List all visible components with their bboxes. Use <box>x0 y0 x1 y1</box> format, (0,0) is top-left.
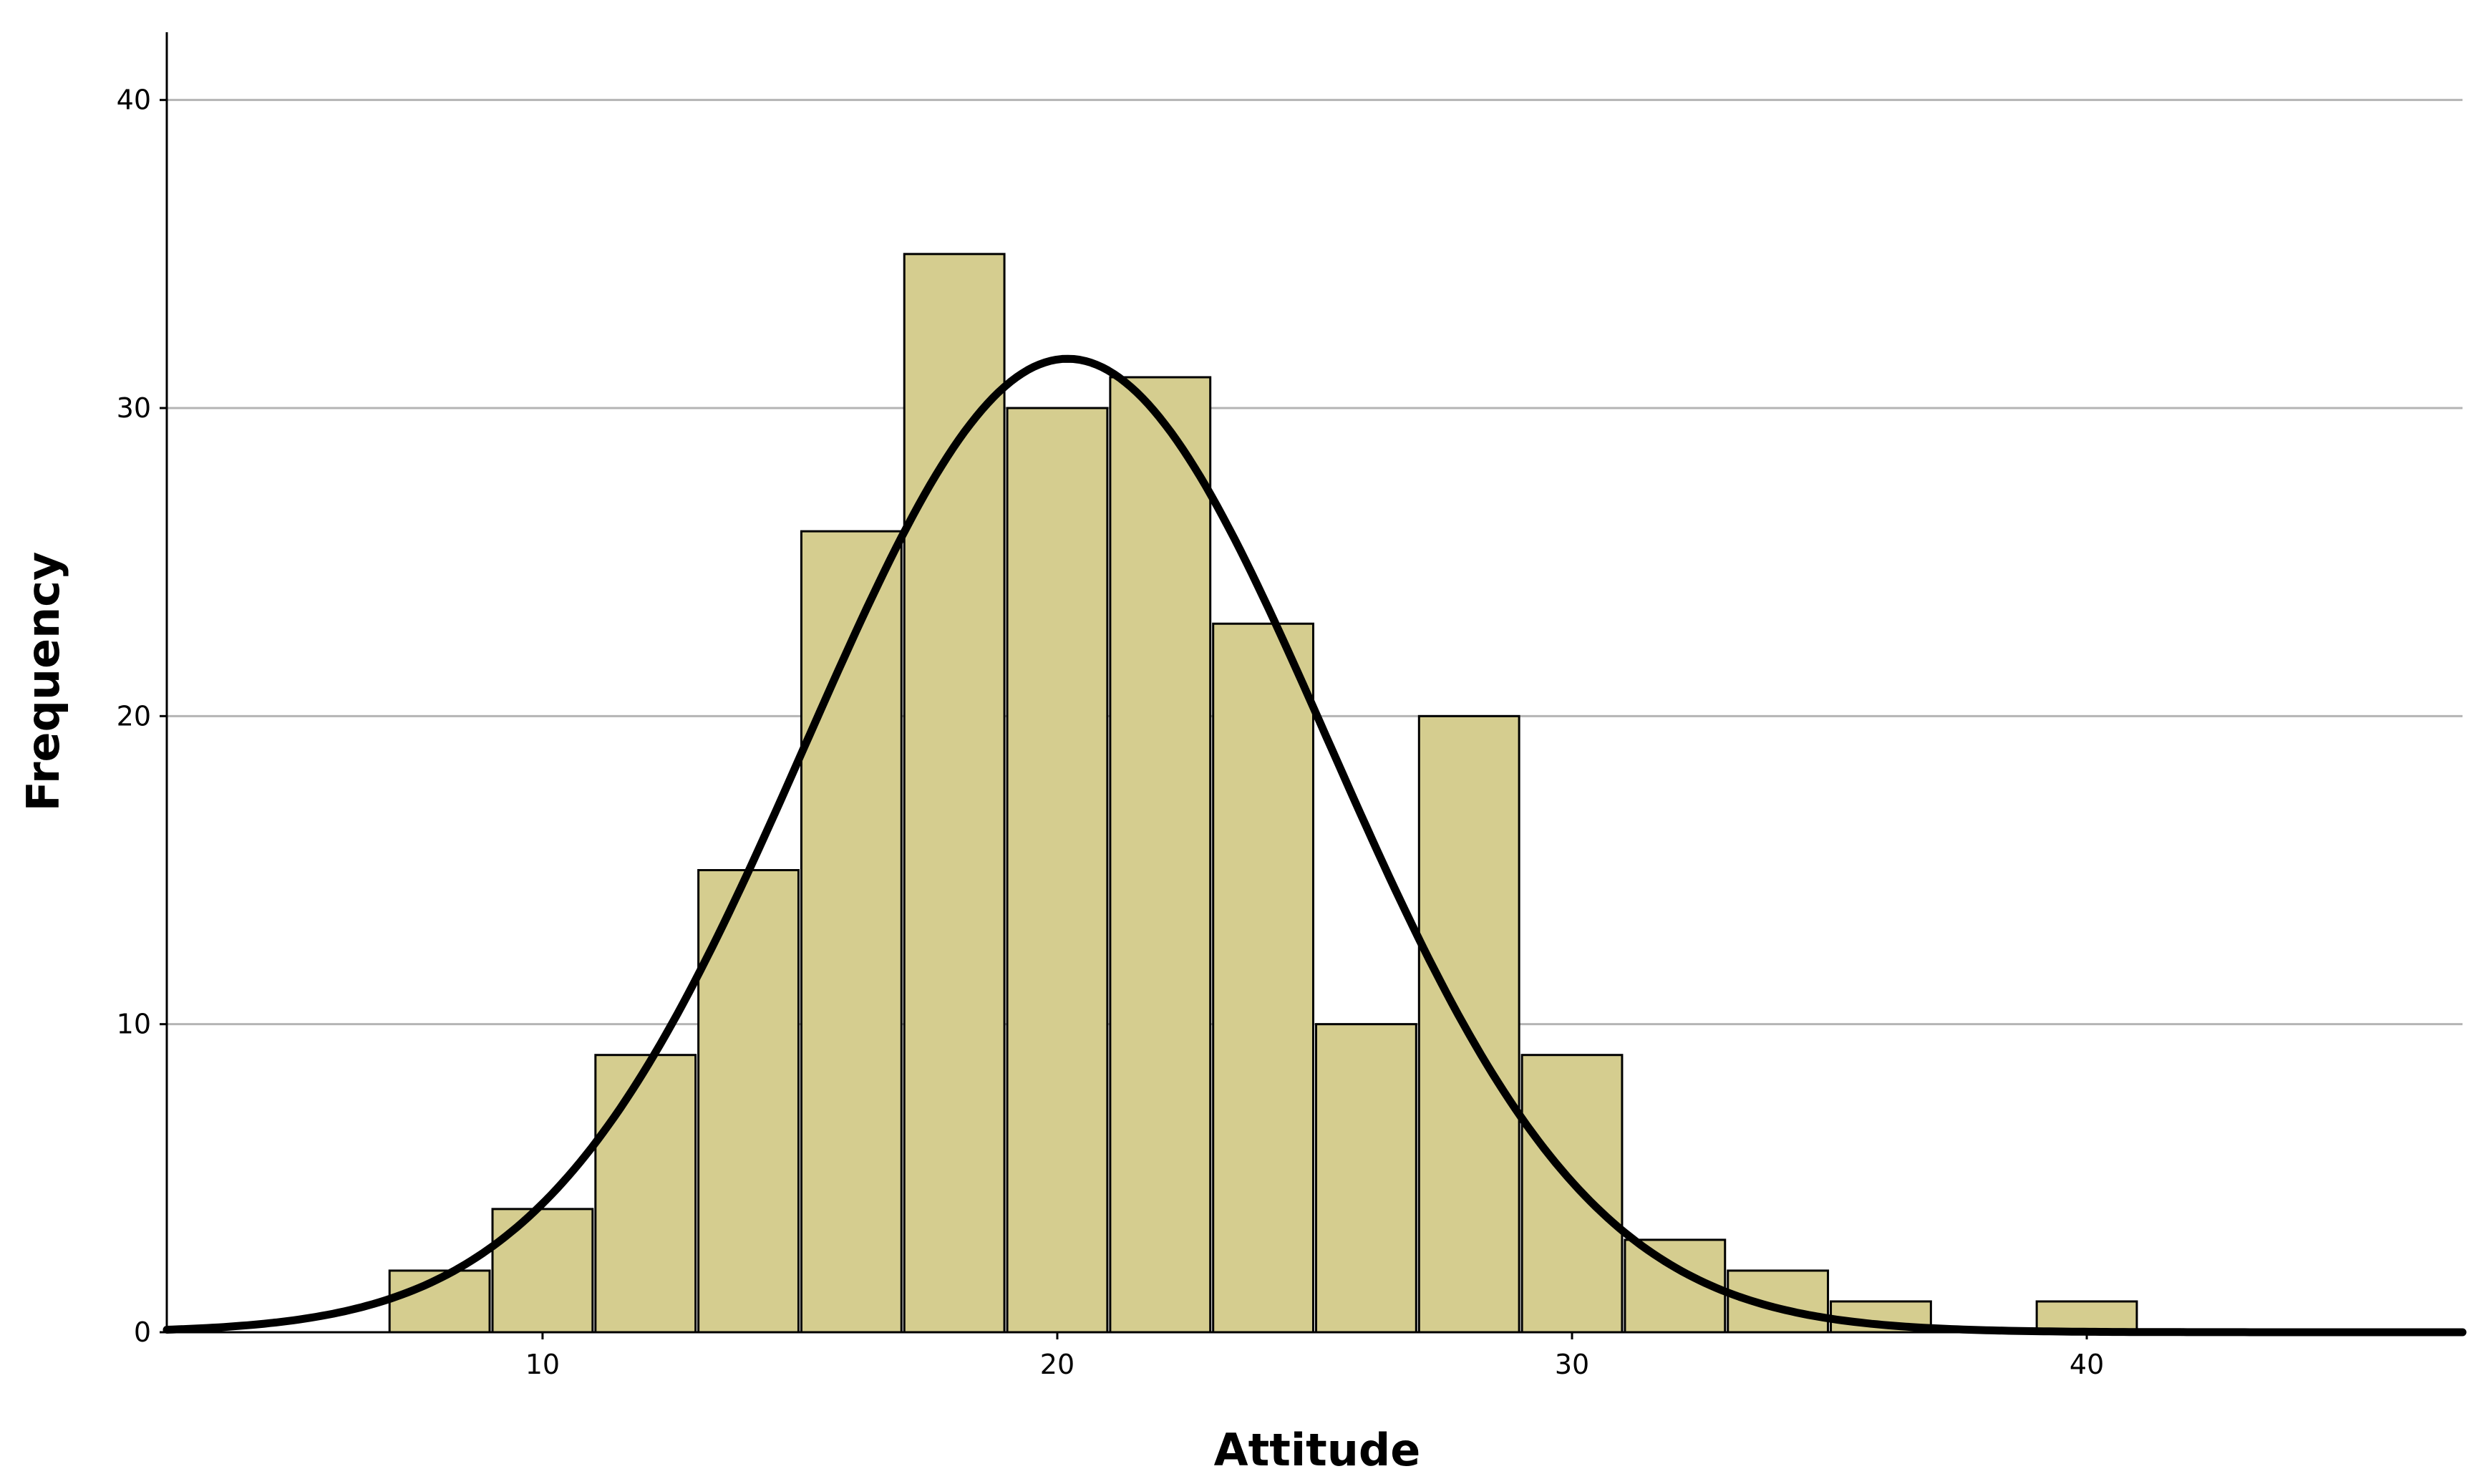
bar-21-23 <box>1109 376 1212 1334</box>
x-axis-title: Attitude <box>1214 1424 1421 1476</box>
bar-23-25 <box>1212 622 1315 1334</box>
histogram-bars <box>388 253 2138 1334</box>
x-tick-label-40: 40 <box>2070 1349 2104 1380</box>
y-tick-label-40: 40 <box>117 84 151 116</box>
bar-11-13 <box>594 1054 697 1334</box>
x-tick-label-20: 20 <box>1040 1349 1074 1380</box>
axes <box>160 32 2463 1339</box>
bar-9-11 <box>491 1208 594 1334</box>
normal-curve <box>162 354 2467 1337</box>
y-tick-label-0: 0 <box>134 1316 151 1348</box>
tick-labels: 0 10 20 30 40 10 20 30 40 <box>117 84 2105 1380</box>
y-tick-label-20: 20 <box>117 700 151 732</box>
y-tick-label-30: 30 <box>117 392 151 424</box>
bar-25-27 <box>1315 1023 1417 1334</box>
bar-19-21 <box>1006 407 1109 1334</box>
bar-15-17 <box>800 530 903 1334</box>
normal-curve-layer <box>162 354 2467 1337</box>
x-tick-label-30: 30 <box>1555 1349 1589 1380</box>
y-axis-title: Frequency <box>17 552 69 812</box>
bar-17-19 <box>903 253 1006 1334</box>
bar-29-31 <box>1520 1054 1624 1334</box>
bar-39-41 <box>2035 1300 2138 1334</box>
y-tick-label-10: 10 <box>117 1009 151 1040</box>
x-tick-label-10: 10 <box>525 1349 560 1380</box>
bar-27-29 <box>1417 714 1520 1334</box>
gridlines <box>167 99 2463 1026</box>
